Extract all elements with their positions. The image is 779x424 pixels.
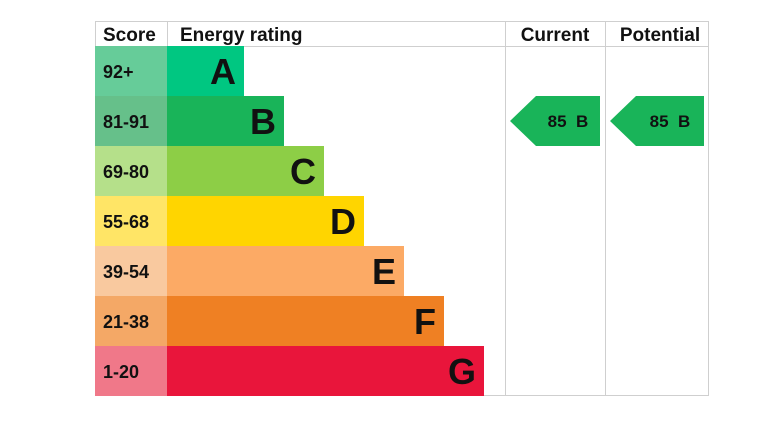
header-energy-rating: Energy rating (180, 25, 302, 46)
band-bar-e (167, 246, 404, 296)
band-bar-b (167, 96, 284, 146)
column-headers: Score Energy rating Current Potential (103, 25, 700, 46)
potential-arrow (610, 96, 704, 146)
band-letter-b: B (250, 101, 276, 142)
band-letter-d: D (330, 201, 356, 242)
band-letter-c: C (290, 151, 316, 192)
rating-rows: 92+ A 81-91 B 69-80 C 55-68 D 39-54 E 21-38 F 1-20 G (95, 46, 484, 396)
score-range-a: 92+ (103, 62, 134, 82)
score-cell-f (95, 296, 167, 346)
rating-arrows: 85 B 85 B (510, 96, 704, 146)
band-bar-a (167, 46, 244, 96)
score-cell-c (95, 146, 167, 196)
score-cell-b (95, 96, 167, 146)
score-range-f: 21-38 (103, 312, 149, 332)
score-range-d: 55-68 (103, 212, 149, 232)
score-cell-g (95, 346, 167, 396)
potential-rating-label: 85 B (650, 112, 691, 131)
score-range-g: 1-20 (103, 362, 139, 382)
band-bar-g (167, 346, 484, 396)
header-score: Score (103, 25, 156, 46)
header-potential: Potential (620, 25, 700, 46)
score-range-b: 81-91 (103, 112, 149, 132)
current-arrow (510, 96, 600, 146)
header-current: Current (521, 25, 590, 46)
score-range-c: 69-80 (103, 162, 149, 182)
current-rating-label: 85 B (548, 112, 589, 131)
score-cell-e (95, 246, 167, 296)
band-letter-e: E (372, 251, 396, 292)
band-bar-c (167, 146, 324, 196)
score-cell-a (95, 46, 167, 96)
band-letter-g: G (448, 351, 476, 392)
band-bar-f (167, 296, 444, 346)
score-range-e: 39-54 (103, 262, 149, 282)
score-cell-d (95, 196, 167, 246)
band-letter-a: A (210, 51, 236, 92)
band-letter-f: F (414, 301, 436, 342)
band-bar-d (167, 196, 364, 246)
